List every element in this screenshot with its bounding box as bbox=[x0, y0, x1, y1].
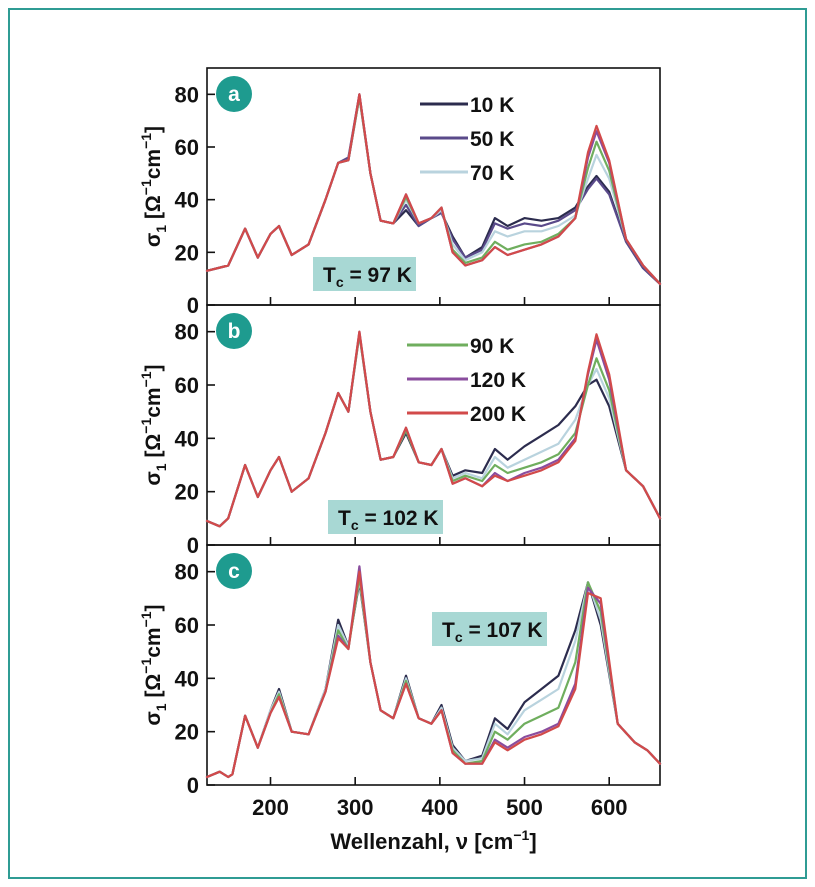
panel-b: 0 20 40 60 80 b 90 K 120 K 200 K Tc = 102 K σ1 [Ω−… bbox=[138, 304, 662, 558]
series-line-a-1 bbox=[205, 93, 662, 285]
panel-badge-label: c bbox=[228, 560, 240, 583]
y-tick-label: 60 bbox=[175, 135, 199, 160]
panel-c: 0 20 40 60 80 c Tc = 107 K σ1 [Ω−1cm−1] 200 300 40… bbox=[138, 544, 662, 854]
tc-label: Tc = 102 K bbox=[338, 507, 439, 533]
panel-a: 0 20 40 60 80 a 10 K 50 K 70 K Tc = 97 K σ1 [Ω−1cm… bbox=[138, 67, 662, 318]
y-axis-label: σ1 [Ω−1cm−1] bbox=[138, 364, 169, 485]
y-tick-label: 40 bbox=[175, 426, 199, 451]
series-line-a-5 bbox=[205, 93, 662, 285]
series-line-b-1 bbox=[205, 333, 662, 528]
x-tick-label: 600 bbox=[591, 795, 628, 820]
y-axis-label: σ1 [Ω−1cm−1] bbox=[138, 604, 169, 725]
y-tick-label: 0 bbox=[187, 773, 199, 798]
plot-frame bbox=[206, 544, 661, 786]
panel-badge bbox=[216, 76, 252, 112]
x-tick-label: 300 bbox=[337, 795, 374, 820]
legend-label: 90 K bbox=[470, 335, 514, 358]
series-line-c-4 bbox=[205, 570, 662, 779]
y-tick-label: 20 bbox=[175, 720, 199, 745]
series-line-c-1 bbox=[205, 578, 662, 779]
panel-badge-label: b bbox=[228, 320, 241, 343]
legend-label: 50 K bbox=[470, 128, 514, 151]
panel-badge bbox=[216, 313, 252, 349]
y-tick-label: 80 bbox=[175, 560, 199, 585]
y-tick-label: 60 bbox=[175, 373, 199, 398]
y-tick-label: 20 bbox=[175, 240, 199, 265]
tc-box bbox=[328, 500, 443, 534]
legend-label: 200 K bbox=[470, 403, 526, 426]
series-line-a-4 bbox=[205, 93, 662, 285]
y-tick-label: 20 bbox=[175, 480, 199, 505]
panel-badge-label: a bbox=[228, 83, 240, 106]
legend-label: 70 K bbox=[470, 162, 514, 185]
tc-label: Tc = 107 K bbox=[442, 619, 543, 645]
tc-label: Tc = 97 K bbox=[323, 264, 412, 290]
x-tick-label: 200 bbox=[252, 795, 289, 820]
series-line-a-3 bbox=[205, 95, 662, 285]
series-line-c-0 bbox=[205, 581, 662, 779]
legend-label: 120 K bbox=[470, 369, 526, 392]
y-tick-label: 80 bbox=[175, 320, 199, 345]
y-tick-label: 0 bbox=[187, 533, 199, 558]
y-tick-label: 60 bbox=[175, 613, 199, 638]
x-axis-label: Wellenzahl, ν [cm−1] bbox=[330, 827, 536, 854]
tc-box bbox=[313, 257, 416, 291]
series-line-a-0 bbox=[205, 95, 662, 285]
y-tick-label: 40 bbox=[175, 666, 199, 691]
y-tick-label: 0 bbox=[187, 293, 199, 318]
series-line-b-0 bbox=[205, 333, 662, 528]
series-line-c-2 bbox=[205, 575, 662, 779]
series-line-b-4 bbox=[205, 330, 662, 528]
legend-label: 10 K bbox=[470, 94, 514, 117]
panel-badge bbox=[216, 553, 252, 589]
tc-box bbox=[432, 612, 547, 646]
y-axis-label: σ1 [Ω−1cm−1] bbox=[138, 126, 169, 247]
y-tick-label: 80 bbox=[175, 82, 199, 107]
series-line-b-3 bbox=[205, 330, 662, 528]
x-tick-label: 500 bbox=[506, 795, 543, 820]
x-tick-label: 400 bbox=[421, 795, 458, 820]
series-line-b-2 bbox=[205, 333, 662, 528]
figure-frame bbox=[8, 8, 807, 879]
series-line-a-2 bbox=[205, 95, 662, 285]
y-tick-label: 40 bbox=[175, 188, 199, 213]
